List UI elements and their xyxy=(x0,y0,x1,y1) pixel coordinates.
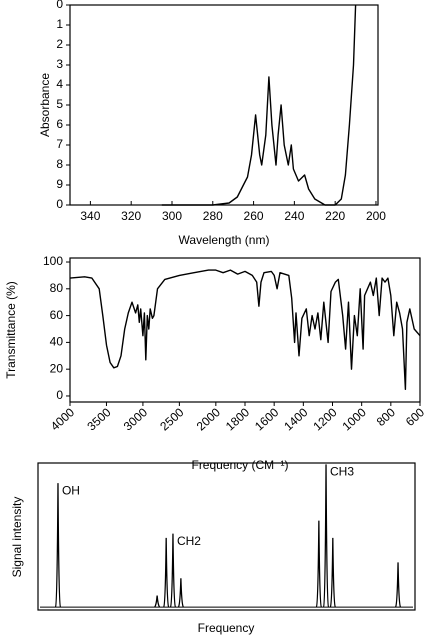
x-tick-label: 1200 xyxy=(310,405,339,433)
y-tick-label: 100 xyxy=(43,254,63,268)
x-tick-label: 3000 xyxy=(121,405,150,433)
x-axis-title: Frequency xyxy=(198,621,255,635)
y-axis-title: Absorbance xyxy=(38,73,52,137)
x-tick-label: 1000 xyxy=(340,405,369,433)
peak xyxy=(394,562,402,608)
y-tick-label: 8 xyxy=(56,157,63,171)
y-tick-label: 60 xyxy=(50,308,64,322)
x-tick-label: 1800 xyxy=(223,405,252,433)
y-tick-label: 5 xyxy=(56,97,63,111)
y-tick-label: 9 xyxy=(56,177,63,191)
y-tick-label: 0 xyxy=(56,0,63,11)
y-tick-label: 2 xyxy=(56,37,63,51)
y-axis-title: Transmittance (%) xyxy=(4,281,18,379)
peak xyxy=(163,537,170,608)
x-tick-label: 220 xyxy=(325,209,345,223)
x-axis-title: Frequency (CM⁻¹) xyxy=(191,458,288,472)
peak-label: CH3 xyxy=(330,465,354,479)
spectrum-line xyxy=(161,4,357,206)
peak xyxy=(329,537,336,608)
y-tick-label: 3 xyxy=(56,57,63,71)
y-tick-label: 20 xyxy=(50,361,64,375)
y-tick-label: 7 xyxy=(56,137,63,151)
peak-label: OH xyxy=(62,483,80,497)
plot-frame xyxy=(37,462,416,611)
x-tick-label: 4000 xyxy=(48,405,77,433)
x-tick-label: 800 xyxy=(374,405,398,429)
peak-label: CH2 xyxy=(177,534,201,548)
plot-frame xyxy=(69,257,421,403)
spectrum-line xyxy=(69,269,421,390)
peak xyxy=(177,578,184,608)
x-tick-label: 1400 xyxy=(281,405,310,433)
y-tick-label: 40 xyxy=(50,335,64,349)
peak xyxy=(54,483,62,608)
peak xyxy=(315,520,322,608)
y-axis-title: Signal intensity xyxy=(10,497,24,578)
x-tick-label: 2500 xyxy=(157,405,186,433)
x-tick-label: 280 xyxy=(203,209,223,223)
peak xyxy=(169,533,177,608)
x-tick-label: 200 xyxy=(366,209,386,223)
peak xyxy=(322,464,330,608)
x-tick-label: 240 xyxy=(284,209,304,223)
y-tick-label: 4 xyxy=(56,77,63,91)
y-tick-label: 80 xyxy=(50,281,64,295)
x-tick-label: 2000 xyxy=(194,405,223,433)
y-tick-label: 1 xyxy=(56,17,63,31)
x-tick-label: 340 xyxy=(80,209,100,223)
x-tick-label: 320 xyxy=(121,209,141,223)
x-tick-label: 3500 xyxy=(84,405,113,433)
y-tick-label: 6 xyxy=(56,117,63,131)
plot-frame xyxy=(69,4,379,206)
x-tick-label: 1600 xyxy=(252,405,281,433)
x-tick-label: 600 xyxy=(403,405,427,429)
y-tick-label: 0 xyxy=(56,388,63,402)
peak xyxy=(154,595,161,608)
x-tick-label: 260 xyxy=(244,209,264,223)
x-tick-label: 300 xyxy=(162,209,182,223)
x-axis-title: Wavelength (nm) xyxy=(179,233,270,247)
y-tick-label: 0 xyxy=(56,197,63,211)
